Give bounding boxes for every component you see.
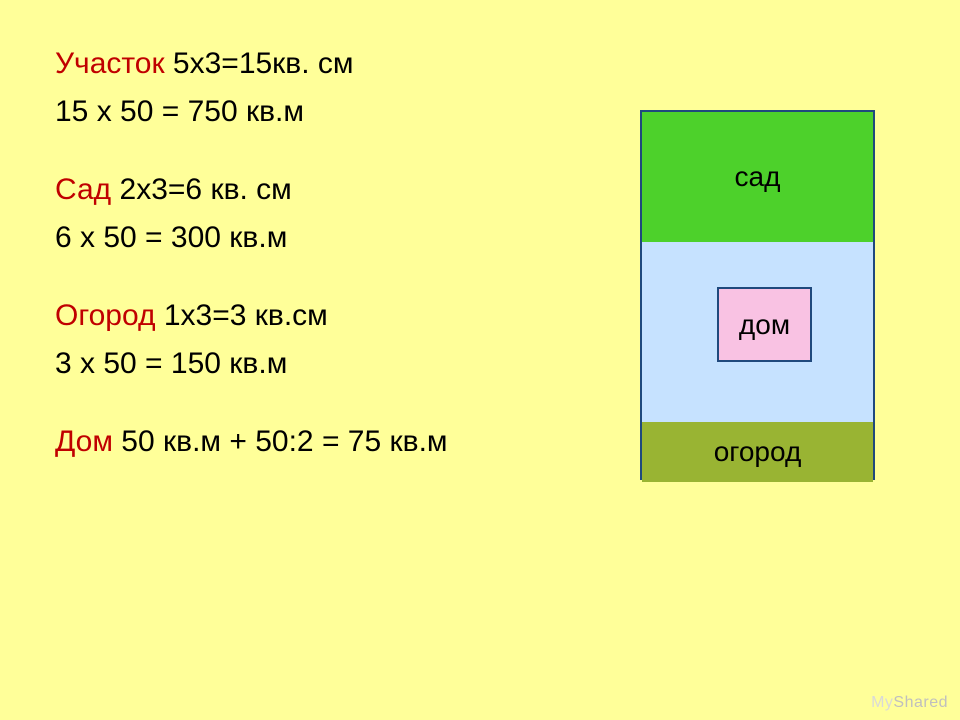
calc-value: 2х3=6 кв. см	[111, 173, 292, 206]
calculation-text: Участок 5х3=15кв. см 15 х 50 = 750 кв.м Са…	[55, 40, 615, 466]
blank-line	[55, 136, 615, 166]
calc-line: 6 х 50 = 300 кв.м	[55, 214, 615, 262]
calc-line: 15 х 50 = 750 кв.м	[55, 88, 615, 136]
calc-value: 6 х 50 = 300 кв.м	[55, 221, 287, 254]
calc-line: Огород 1х3=3 кв.см	[55, 292, 615, 340]
house-label: дом	[739, 309, 790, 341]
watermark-prefix: My	[871, 694, 893, 711]
calc-value: 5х3=15кв. см	[165, 47, 354, 80]
calc-label: Дом	[55, 425, 113, 458]
plot-diagram: сад огород дом	[640, 110, 875, 480]
calc-label: Сад	[55, 173, 111, 206]
calc-value: 1х3=3 кв.см	[156, 299, 328, 332]
slide: Участок 5х3=15кв. см 15 х 50 = 750 кв.м Са…	[0, 0, 960, 720]
blank-line	[55, 262, 615, 292]
calc-label: Огород	[55, 299, 156, 332]
watermark: MyShared	[871, 694, 948, 712]
watermark-suffix: Shared	[893, 694, 948, 711]
calc-line: Сад 2х3=6 кв. см	[55, 166, 615, 214]
region-label: огород	[714, 436, 802, 468]
calc-line: Дом 50 кв.м + 50:2 = 75 кв.м	[55, 418, 615, 466]
calc-value: 50 кв.м + 50:2 = 75 кв.м	[113, 425, 448, 458]
region-garden: сад	[642, 112, 873, 242]
calc-value: 3 х 50 = 150 кв.м	[55, 347, 287, 380]
region-veggie: огород	[642, 422, 873, 482]
calc-line: 3 х 50 = 150 кв.м	[55, 340, 615, 388]
region-label: сад	[735, 161, 781, 193]
house-box: дом	[717, 287, 812, 362]
blank-line	[55, 388, 615, 418]
calc-line: Участок 5х3=15кв. см	[55, 40, 615, 88]
calc-label: Участок	[55, 47, 165, 80]
calc-value: 15 х 50 = 750 кв.м	[55, 95, 304, 128]
